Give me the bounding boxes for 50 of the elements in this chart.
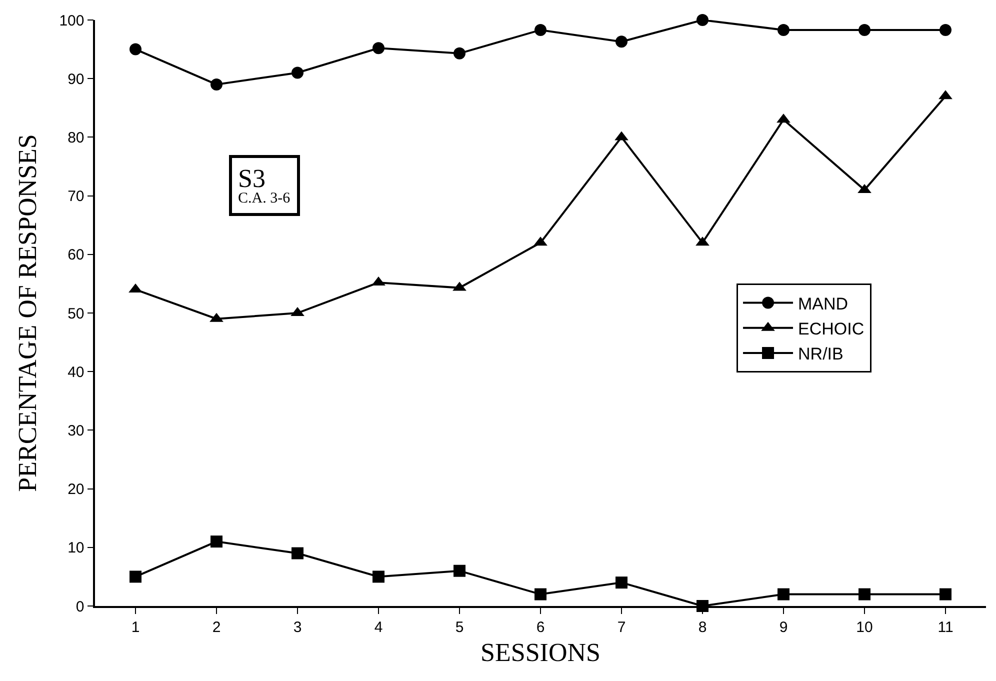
point [940,588,952,600]
y-tick-label: 10 [68,540,84,557]
x-tick-label: 6 [536,618,545,636]
point [696,14,708,26]
x-axis-title: SESSIONS [480,638,600,667]
y-tick-label: 100 [59,12,84,30]
point [778,588,790,600]
y-tick-label: 50 [68,305,84,322]
point [778,24,790,36]
point [616,576,628,589]
point [210,78,222,90]
point [534,24,546,36]
x-tick-label: 10 [856,618,873,636]
point [858,24,870,36]
y-tick-label: 60 [68,246,84,264]
point [858,588,870,600]
point [130,570,142,583]
point [534,588,546,600]
point [292,547,304,560]
legend-label: MAND [798,294,848,314]
x-tick-label: 4 [374,618,383,636]
point [616,36,628,48]
x-tick-label: 1 [131,618,140,636]
x-tick-label: 3 [293,618,302,636]
x-tick-label: 11 [938,618,954,636]
annotation: S3 [238,164,266,193]
y-tick-label: 80 [68,129,84,146]
x-tick-label: 5 [455,618,464,636]
x-tick-label: 9 [779,618,788,636]
point [292,66,304,79]
y-tick-label: 40 [68,364,84,381]
point [940,24,952,36]
annotation: C.A. 3-6 [238,190,291,207]
y-tick-label: 70 [68,188,84,206]
point [454,47,466,60]
legend-label: ECHOIC [798,319,864,338]
x-tick-label: 7 [617,618,626,636]
y-tick-label: 0 [76,598,84,616]
y-tick-label: 20 [68,481,84,498]
x-tick-label: 8 [698,618,707,636]
point [372,42,384,54]
point [372,570,384,583]
point [454,564,466,577]
point [130,43,142,56]
point [210,536,222,548]
y-axis-title: PERCENTAGE OF RESPONSES [13,134,42,492]
y-tick-label: 90 [68,70,84,88]
y-tick-label: 30 [68,422,84,440]
x-tick-label: 2 [212,618,221,636]
legend-label: NR/IB [798,344,844,364]
